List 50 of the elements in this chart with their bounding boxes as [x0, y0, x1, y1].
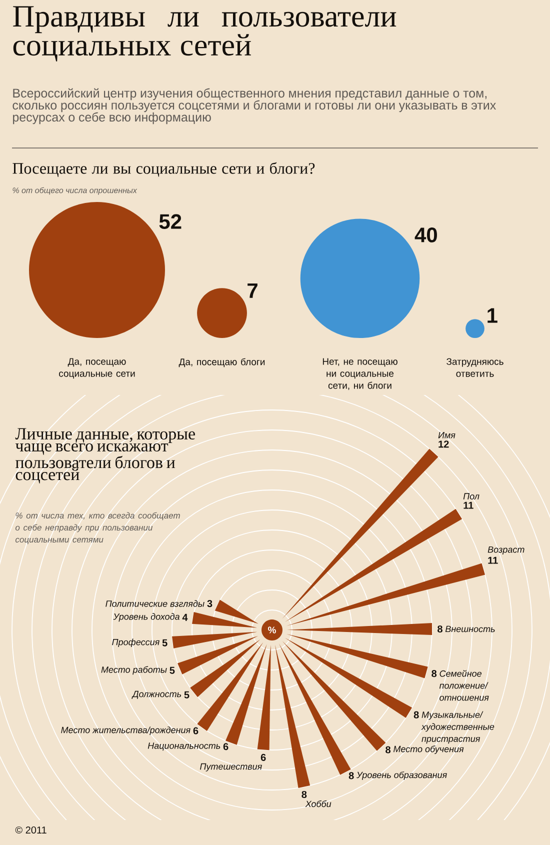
category-label: Затрудняюсь ответить [446, 358, 504, 377]
category-label: Уровень образования [356, 771, 447, 780]
category-label: Место жительства/рождения [61, 726, 190, 735]
category-label: Пол [463, 493, 480, 500]
data-label: 6 [223, 743, 228, 750]
category-label: Хобби [305, 800, 332, 808]
category-label: Место обучения [394, 746, 464, 754]
category-label: Политические взгляды [106, 600, 204, 607]
data-label: 8 [302, 790, 307, 798]
data-label: 8 [386, 746, 391, 754]
data-label: 8 [438, 625, 442, 633]
data-label: 4 [182, 614, 188, 621]
category-label: Нет, не посещаю ни социальные сети, ни блоги [322, 358, 398, 390]
data-label: 11 [488, 556, 498, 564]
data-label: 6 [260, 754, 266, 761]
data-label: 8 [348, 772, 354, 780]
data-label: 5 [184, 691, 190, 698]
category-label: Да, посещаю социальные сети [59, 358, 135, 379]
category-label: Национальность [148, 742, 220, 751]
category-label: Внешность [445, 626, 495, 632]
text: % от числа тех, кто всегда сообщает о себе неправду при пользовании социальными сетями [15, 512, 180, 544]
category-label: Профессия [112, 638, 160, 648]
text: © 2011 [15, 826, 46, 834]
text: % [268, 626, 276, 634]
category-label: Возраст [488, 546, 524, 555]
data-label: 8 [414, 711, 419, 718]
text: Правдивы ли пользователи социальных сетей [13, 6, 396, 62]
text: Всероссийский центр изучения общественного мнения представил данные о том, сколько россиян пользуется соцсетями и блогами и готовы ли они указывать в этих ресурсах о себе всю информацию [12, 88, 496, 124]
category-label: Да, посещаю блоги [178, 358, 265, 368]
category-label: Уровень дохода [113, 613, 180, 622]
data-label: 12 [438, 440, 449, 448]
data-label: 11 [464, 502, 474, 509]
category-label: Путешествия [200, 763, 262, 772]
category-label: Место работы [101, 666, 167, 675]
category-label: Должность [132, 690, 182, 699]
data-label: 5 [170, 666, 175, 674]
data-label: 7 [248, 283, 258, 298]
data-label: 6 [193, 727, 198, 734]
category-label: Имя [438, 432, 456, 438]
data-label: 3 [207, 600, 212, 608]
data-label: 40 [414, 228, 437, 242]
text: Личные данные, которые чаще всего искажают пользователи блогов и соцсетей [15, 428, 195, 484]
data-label: 5 [162, 639, 168, 646]
data-label: 8 [432, 670, 437, 678]
text: % от общего числа опрошенных [12, 187, 138, 195]
category-label: Семейное положение/ отношения [439, 670, 489, 701]
data-label: 1 [488, 308, 498, 323]
data-label: 52 [159, 214, 182, 229]
category-label: Музыкальные/ художественные пристрастия [421, 711, 494, 744]
text: Посещаете ли вы социальные сети и блоги? [12, 162, 315, 177]
